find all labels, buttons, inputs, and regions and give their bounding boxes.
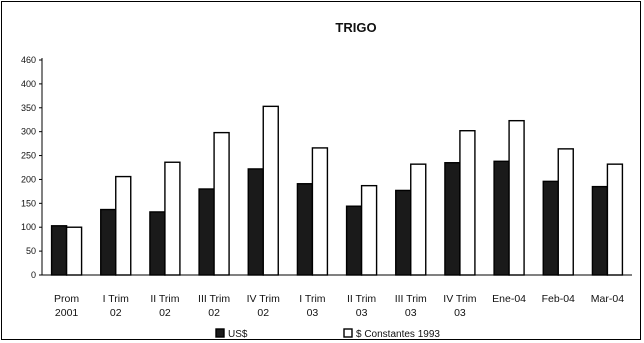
y-tick-label: 150 [21,198,36,208]
x-tick-label: 2001 [55,307,79,319]
x-tick-label: Mar-04 [591,293,624,305]
legend-swatch [343,328,353,338]
y-tick-label: 200 [21,174,36,184]
y-tick-label: 100 [21,222,36,232]
x-tick-label: III Trim [198,293,230,305]
x-tick-label: Feb-04 [542,293,575,305]
bar-usd [50,225,68,276]
y-tick-label: 300 [21,127,36,137]
bar-constant-1993 [606,163,624,276]
y-tick-label: 0 [31,270,36,280]
bar-usd [395,189,412,276]
x-tick-label: I Trim [299,293,325,305]
bar-usd [100,208,117,276]
y-tick-label: 50 [26,246,36,256]
bar-usd [542,180,559,276]
x-tick-label: 03 [356,307,368,319]
x-tick-label: 03 [454,307,466,319]
x-tick-label: 03 [307,307,319,319]
x-tick-label: II Trim [150,293,179,305]
y-tick-label: 460 [21,55,36,65]
y-tick-label: 250 [21,151,36,161]
bar-usd [296,183,314,276]
bar-constant-1993 [459,130,476,276]
bar-constant-1993 [508,119,525,276]
x-tick-label: 02 [159,307,171,319]
axes: 0 50 100 150 200 250 300 350 400 460 [21,55,632,280]
x-tick-label: 02 [110,307,122,319]
x-tick-label: 02 [208,307,220,319]
x-tick-label: IV Trim [247,293,281,305]
bar-usd [149,211,166,276]
legend-label: $ Constantes 1993 [356,329,440,340]
bar-usd [345,205,363,276]
bar-usd [247,168,264,276]
legend: US$ $ Constantes 1993 [215,328,440,340]
bar-usd [493,160,510,276]
bar-constant-1993 [164,161,181,276]
x-tick-label: Prom [54,293,79,305]
bar-constant-1993 [360,184,378,276]
bar-constant-1993 [262,105,279,276]
bar-usd [444,162,461,276]
x-tick-label: I Trim [103,293,129,305]
chart-title: TRIGO [335,20,376,35]
bar-constant-1993 [410,163,427,276]
x-axis-labels: Prom 2001 I Trim 02 II Trim 02 III Trim 02 IV Tr… [54,293,624,319]
x-tick-label: II Trim [347,293,376,305]
x-tick-label: 02 [257,307,269,319]
bar-constant-1993 [115,175,132,276]
bar-constant-1993 [213,131,230,276]
bar-usd [198,188,215,276]
y-tick-label: 350 [21,103,36,113]
bars [50,105,624,276]
x-tick-label: 03 [405,307,417,319]
legend-label: US$ [228,329,248,340]
bar-constant-1993 [65,226,83,276]
bar-constant-1993 [557,148,574,276]
bar-constant-1993 [311,147,329,276]
x-tick-label: III Trim [395,293,427,305]
bar-usd [591,185,609,276]
x-tick-label: Ene-04 [492,293,526,305]
x-tick-label: IV Trim [443,293,477,305]
y-tick-label: 400 [21,79,36,89]
legend-swatch [215,328,225,338]
